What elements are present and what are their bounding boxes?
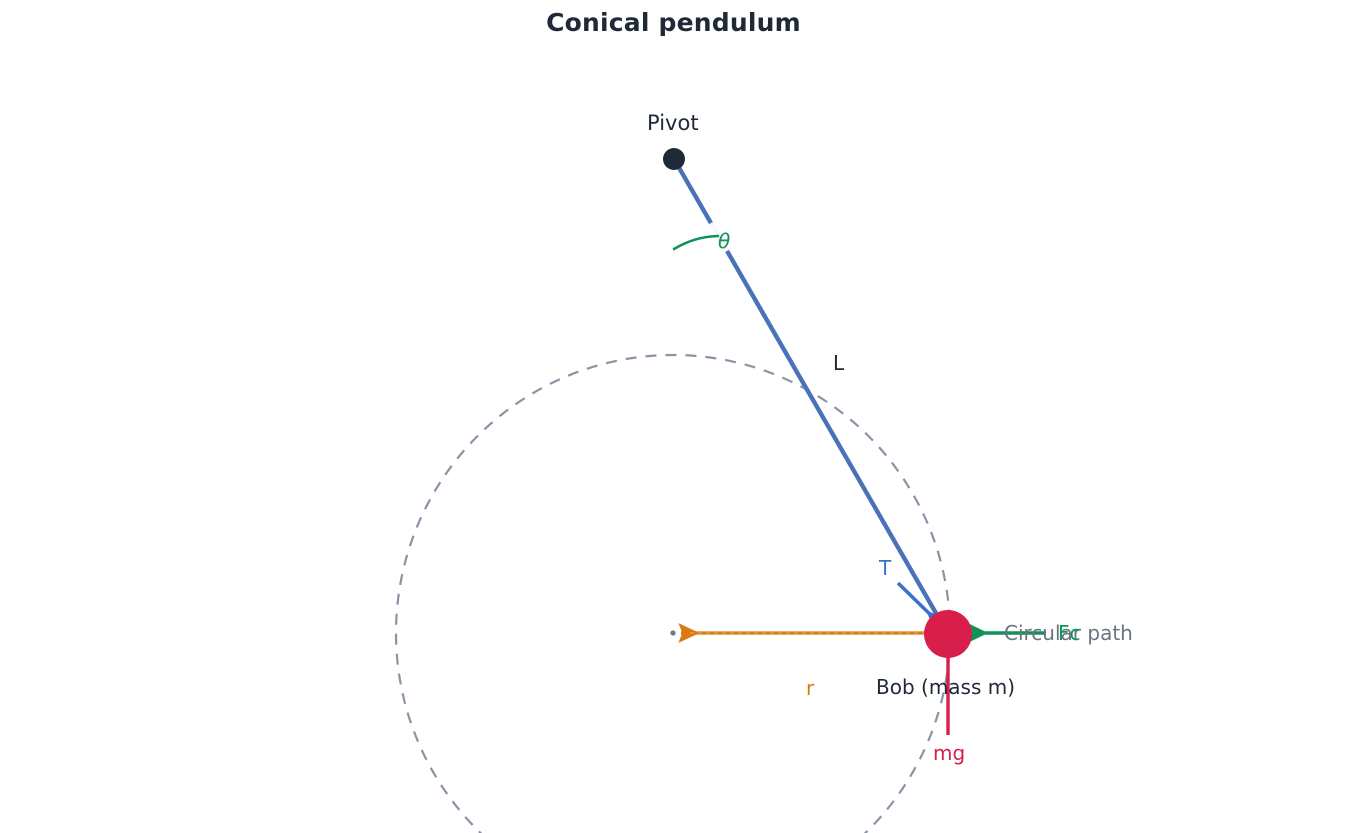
angle-theta-label: θ	[718, 229, 731, 253]
string-angle-gap	[708, 221, 730, 253]
angle-arc	[672, 234, 720, 251]
circular-path-ellipse	[394, 353, 952, 833]
centripetal-force-label: Fc	[1058, 621, 1081, 645]
circular-path-label: Circular path	[1004, 621, 1133, 645]
tension-label: T	[879, 556, 892, 580]
radius-label: r	[806, 676, 815, 700]
pendulum-bob[interactable]	[924, 610, 972, 658]
weight-label: mg	[933, 741, 966, 765]
figure-title: Conical pendulum	[546, 8, 801, 37]
bob-label: Bob (mass m)	[876, 675, 1016, 699]
string-length-label: L	[833, 351, 845, 375]
pivot-label: Pivot	[647, 111, 699, 135]
pivot-point[interactable]	[663, 148, 685, 170]
path-center-dot	[670, 630, 676, 636]
